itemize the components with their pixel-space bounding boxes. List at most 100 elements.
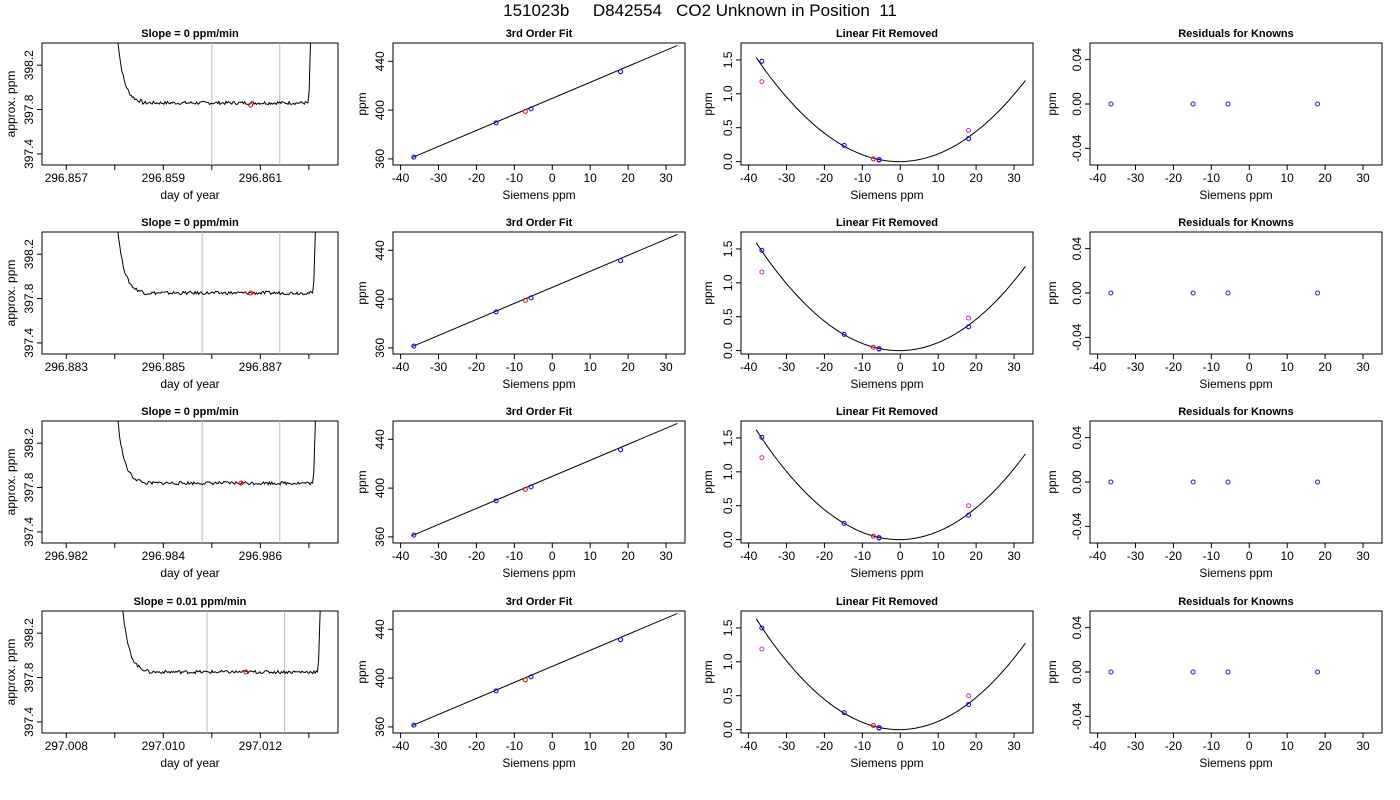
x-tick-label: 0 — [897, 549, 904, 563]
x-tick-label: 296.982 — [45, 549, 89, 563]
x-tick-label: 20 — [621, 360, 635, 374]
known-point — [876, 535, 882, 541]
known-residual-point — [1315, 101, 1321, 107]
x-tick-label: 297.008 — [45, 739, 89, 753]
y-tick-label: 0.5 — [721, 119, 735, 136]
known-residual-point — [1315, 479, 1321, 485]
x-tick-label: 20 — [969, 360, 983, 374]
y-axis-label: ppm — [355, 281, 369, 304]
quadratic-curve — [755, 242, 1026, 352]
x-axis-label: Siemens ppm — [850, 188, 923, 202]
resid-data — [755, 242, 1026, 352]
unknown-point — [522, 486, 528, 492]
known-point — [759, 247, 765, 253]
trace-data — [122, 611, 321, 733]
y-axis-label: ppm — [701, 660, 715, 683]
plot-frame — [1089, 231, 1383, 355]
trace-data — [117, 43, 312, 165]
x-tick-label: -40 — [740, 739, 758, 753]
x-axis-label: Siemens ppm — [850, 566, 923, 580]
x-axis-label: day of year — [160, 377, 219, 391]
known-point — [966, 324, 972, 330]
trace-line — [117, 232, 316, 296]
x-axis-label: day of year — [160, 566, 219, 580]
y-tick-label: 1.0 — [721, 85, 735, 102]
x-tick-label: 30 — [659, 739, 673, 753]
x-tick-label: 296.887 — [239, 360, 283, 374]
raw-point — [966, 693, 972, 699]
y-tick-label: 360 — [373, 338, 387, 358]
known-point — [528, 295, 534, 301]
y-axis-label: ppm — [701, 281, 715, 304]
unknown-point — [870, 533, 876, 539]
plot-frame — [392, 231, 686, 355]
fit-panel: 3rd Order Fit -40 -30 -20 -10 0 10 20 30 360 400 44… — [355, 28, 686, 202]
plot-title: 3rd Order Fit — [506, 28, 573, 40]
y-tick-label: 397.4 — [22, 139, 36, 169]
x-tick-label: -40 — [392, 739, 410, 753]
x-tick-label: 20 — [969, 171, 983, 185]
known-point — [411, 154, 417, 160]
x-tick-label: -30 — [1127, 171, 1145, 185]
x-tick-label: 296.986 — [239, 549, 283, 563]
x-tick-label: -30 — [1127, 360, 1145, 374]
x-tick-label: 296.883 — [45, 360, 89, 374]
x-tick-label: 296.861 — [239, 171, 283, 185]
y-axis-label: ppm — [1045, 660, 1059, 683]
x-axis-label: Siemens ppm — [1199, 756, 1272, 770]
fit-line — [411, 612, 678, 727]
plot-title: Linear Fit Removed — [836, 28, 938, 40]
y-tick-label: 360 — [373, 149, 387, 169]
known-point — [876, 725, 882, 731]
quadratic-curve — [755, 618, 1026, 731]
y-tick-label: 1.0 — [721, 463, 735, 480]
x-tick-label: -20 — [1165, 360, 1183, 374]
x-tick-label: 0 — [549, 549, 556, 563]
plot-title: Slope = 0 ppm/min — [141, 406, 239, 418]
known-point — [493, 688, 499, 694]
unknown-marker — [243, 669, 249, 675]
plot-title: Slope = 0.01 ppm/min — [134, 596, 247, 608]
known-residual-point — [1108, 290, 1114, 296]
plot-frame — [41, 610, 339, 734]
known-point — [411, 722, 417, 728]
x-tick-label: 0 — [1246, 171, 1253, 185]
plot-frame — [41, 420, 339, 544]
known-point — [876, 157, 882, 163]
plot-frame — [1089, 42, 1383, 166]
known-point — [841, 520, 847, 526]
known-residual-point — [1315, 669, 1321, 675]
x-tick-label: 0 — [1246, 739, 1253, 753]
raw-point — [966, 127, 972, 133]
unknown-point — [870, 156, 876, 162]
y-tick-label: 397.4 — [22, 517, 36, 547]
unknown-marker — [248, 290, 254, 296]
known-point — [411, 343, 417, 349]
plot-frame — [41, 231, 339, 355]
y-tick-label: 0.00 — [1070, 281, 1084, 305]
y-tick-label: 0.0 — [721, 531, 735, 548]
plot-frame — [740, 231, 1034, 355]
y-tick-label: 397.4 — [22, 707, 36, 737]
known-point — [841, 331, 847, 337]
trace-panel: Slope = 0.01 ppm/min 297.008 297.010 297.01… — [4, 596, 339, 770]
x-tick-label: -40 — [1089, 360, 1107, 374]
x-tick-label: 30 — [1356, 549, 1370, 563]
x-tick-label: 10 — [1281, 739, 1295, 753]
x-axis-label: Siemens ppm — [1199, 188, 1272, 202]
y-axis-label: ppm — [1045, 92, 1059, 115]
plot-title: 3rd Order Fit — [506, 596, 573, 608]
plot-frame — [392, 42, 686, 166]
known-residual-point — [1190, 290, 1196, 296]
x-tick-label: 0 — [549, 171, 556, 185]
x-tick-label: -20 — [468, 739, 486, 753]
x-tick-label: -10 — [506, 360, 524, 374]
x-axis-label: Siemens ppm — [502, 756, 575, 770]
y-tick-label: 397.8 — [22, 662, 36, 692]
x-tick-label: -20 — [468, 549, 486, 563]
unknown-point — [870, 723, 876, 729]
known-point — [493, 120, 499, 126]
x-tick-label: -40 — [740, 171, 758, 185]
y-tick-label: 360 — [373, 717, 387, 737]
x-tick-label: 30 — [1007, 171, 1021, 185]
